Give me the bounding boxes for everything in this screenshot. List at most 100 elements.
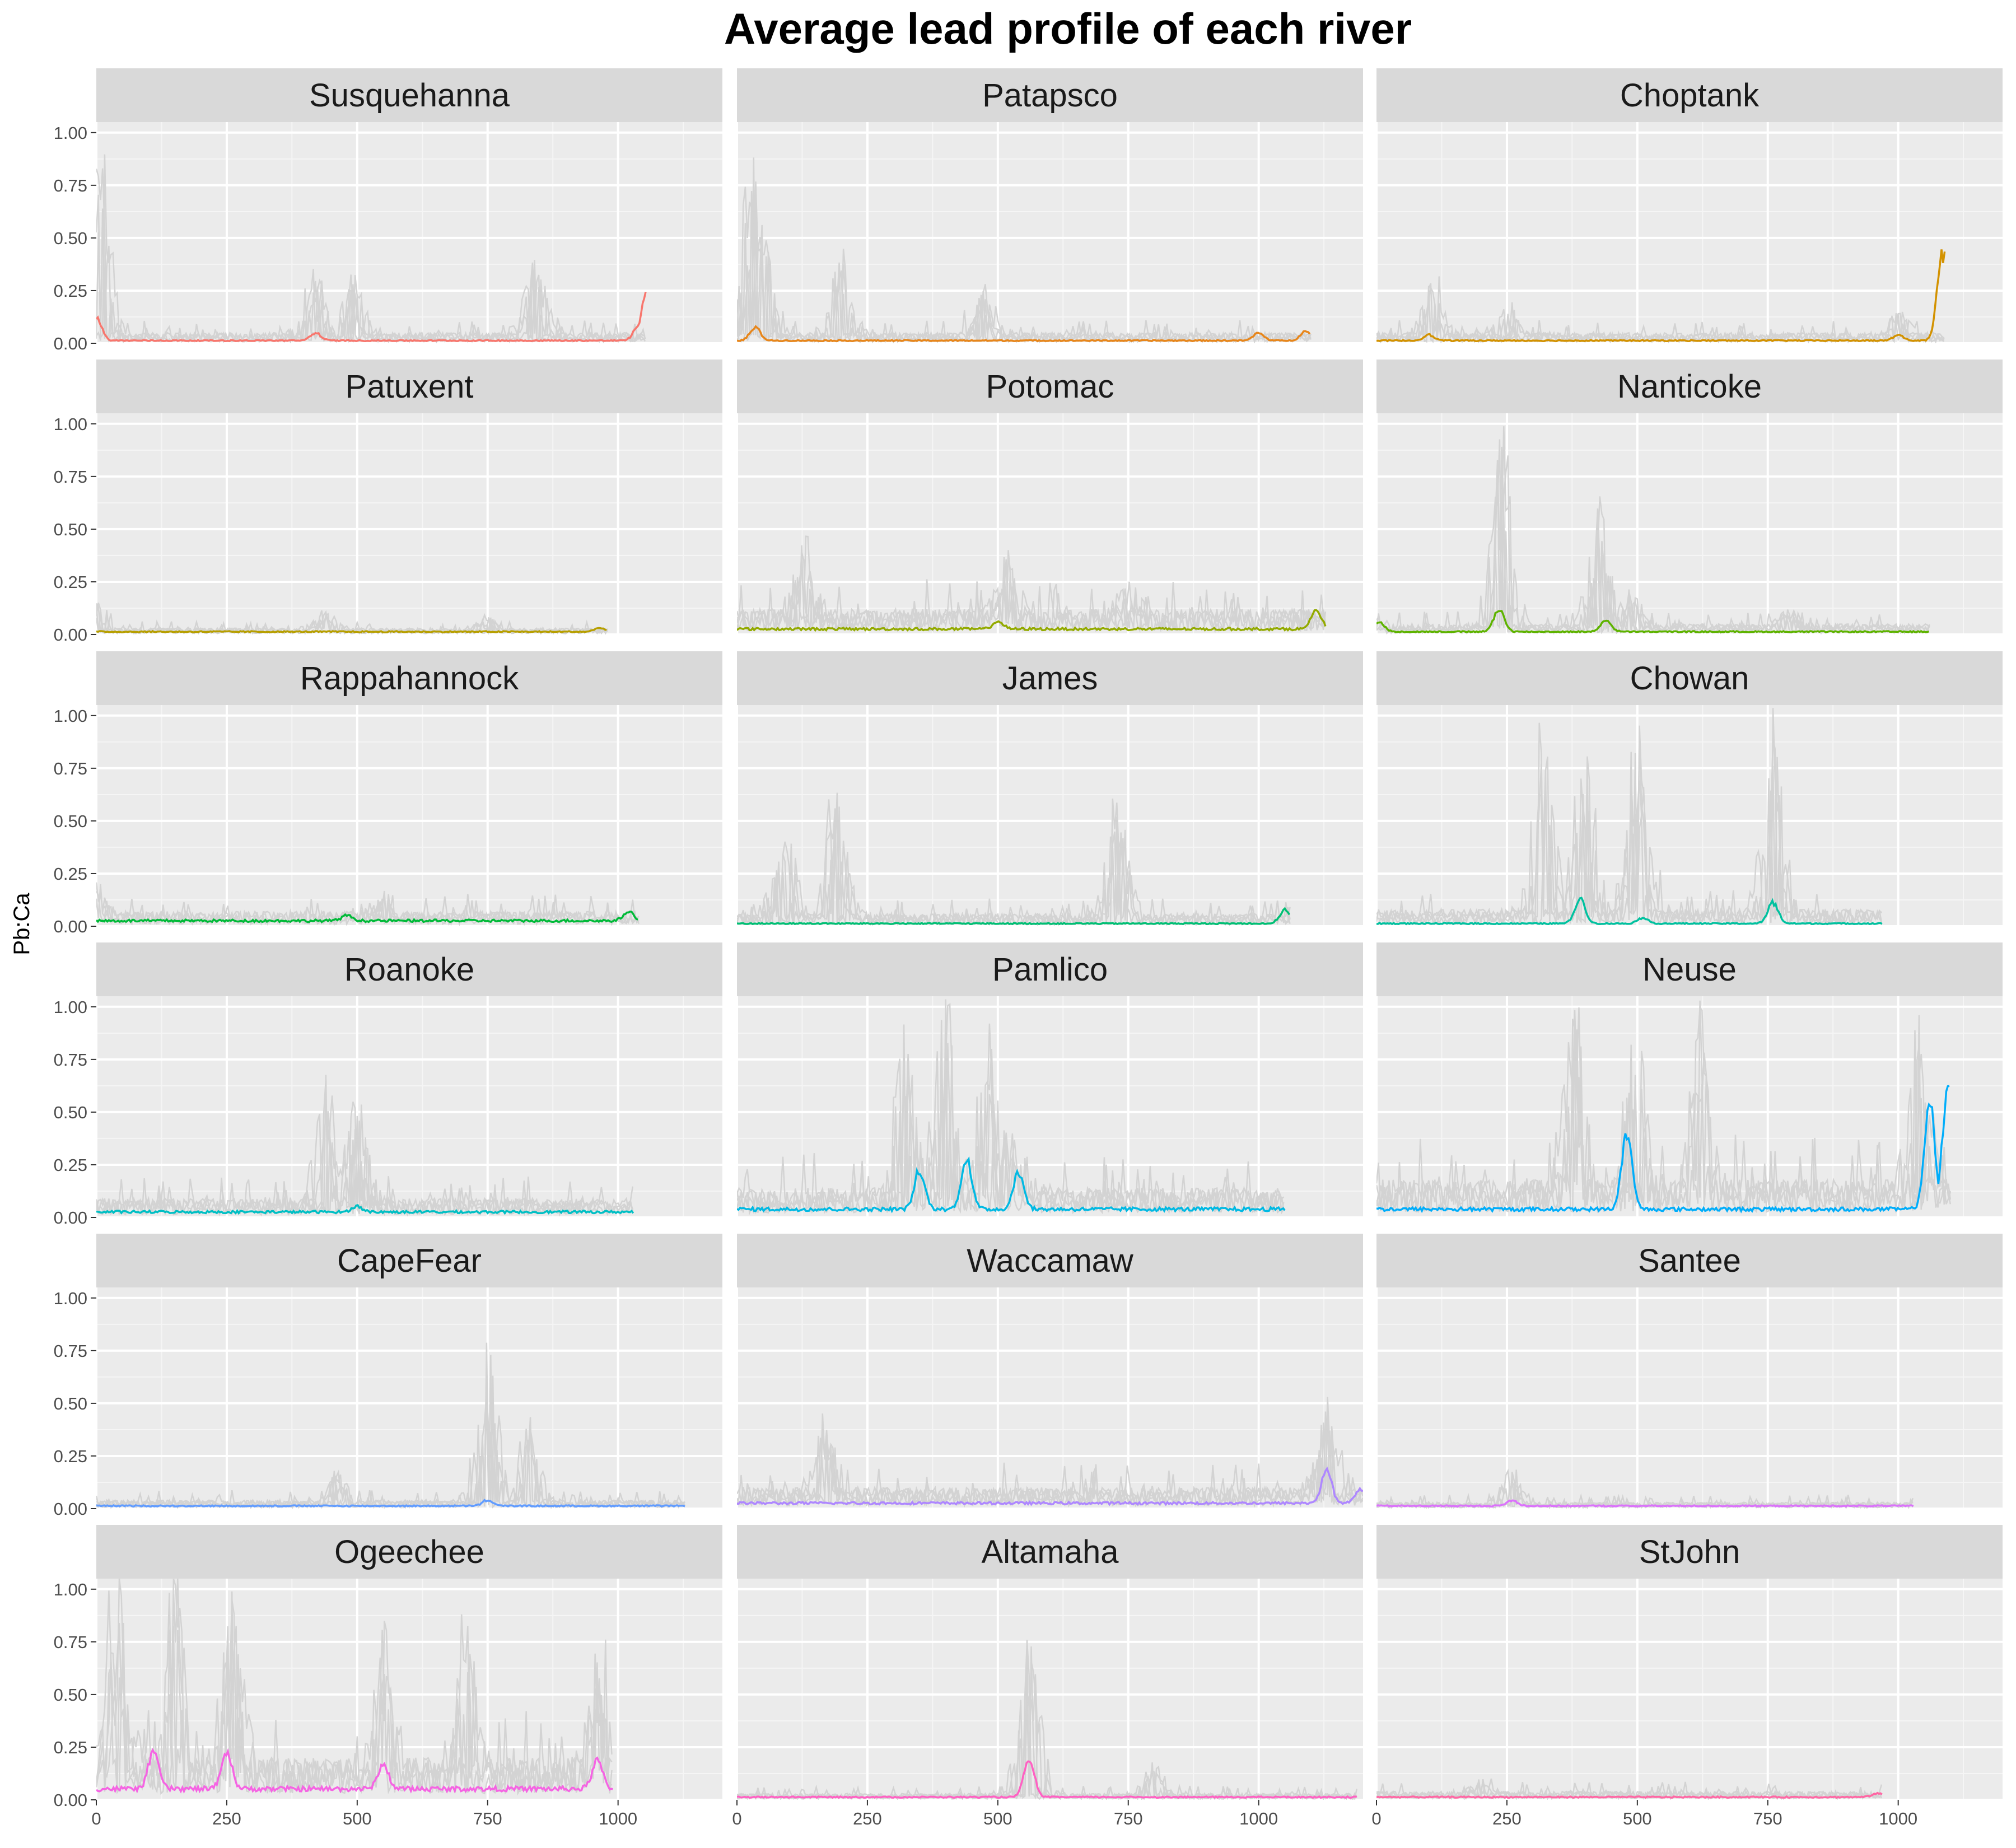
y-axis-title: Pb:Ca — [10, 893, 34, 955]
facet-panel-pamlico: Pamlico — [736, 942, 1363, 1219]
facet-panels: Susquehanna 0.00 0.25 0.50 0.75 1.00 Patapsco C… — [54, 68, 2003, 1828]
individual-profile-line — [737, 806, 1291, 926]
x-tick-label: 0 — [1371, 1809, 1381, 1828]
individual-profile-line — [737, 556, 1327, 634]
facet-strip — [737, 1234, 1363, 1287]
y-tick-label: 1.00 — [54, 1289, 87, 1308]
facet-panel-nanticoke: Nanticoke — [1375, 360, 2003, 636]
facet-strip-label: Patuxent — [346, 368, 474, 405]
y-tick-label: 0.75 — [54, 1632, 87, 1652]
panel-background — [96, 122, 722, 343]
y-tick-label: 0.50 — [54, 520, 87, 539]
x-tick-label: 250 — [853, 1809, 882, 1828]
panel-background — [1376, 122, 2003, 343]
facet-strip-label: Potomac — [986, 368, 1114, 405]
facet-strip — [1376, 1525, 2003, 1579]
y-tick-label: 0.25 — [54, 864, 87, 884]
facet-strip — [96, 360, 722, 413]
y-tick-label: 0.75 — [54, 467, 87, 487]
facet-strip — [1376, 68, 2003, 122]
individual-profile-line — [96, 1579, 613, 1795]
facet-panel-altamaha: Altamaha 0 250 500 750 1000 — [732, 1525, 1363, 1828]
x-tick-label: 0 — [732, 1809, 741, 1828]
average-profile-line — [737, 1466, 1363, 1506]
average-profile-line — [96, 1499, 685, 1508]
facet-panel-ogeechee: Ogeechee 0.00 0.25 0.50 0.75 1.00 0 250 500 750 10… — [54, 1525, 722, 1828]
facet-strip — [96, 942, 722, 996]
panel-background — [1376, 1579, 2003, 1800]
average-profile-line — [737, 325, 1311, 343]
facet-strip-label: Choptank — [1620, 77, 1760, 114]
facet-panel-choptank: Choptank — [1375, 68, 2003, 344]
x-tick-label: 1000 — [1879, 1809, 1917, 1828]
facet-panel-roanoke: Roanoke 0.00 0.25 0.50 0.75 1.00 — [54, 942, 722, 1228]
facet-panel-susquehanna: Susquehanna 0.00 0.25 0.50 0.75 1.00 — [54, 68, 722, 353]
facet-strip — [737, 68, 1363, 122]
facet-strip-label: Rappahannock — [300, 660, 519, 697]
facet-strip-label: Roanoke — [344, 951, 474, 988]
y-tick-label: 0.50 — [54, 228, 87, 248]
facet-panel-stjohn: StJohn 0 250 500 750 1000 — [1371, 1525, 2003, 1828]
facet-strip-label: Nanticoke — [1617, 368, 1762, 405]
facet-strip-label: StJohn — [1639, 1534, 1740, 1570]
facet-panel-potomac: Potomac — [736, 360, 1363, 636]
panel-background — [1376, 705, 2003, 926]
panel-background — [1376, 413, 2003, 634]
individual-profile-line — [96, 1579, 613, 1796]
y-tick-label: 1.00 — [54, 1580, 87, 1599]
y-tick-label: 0.50 — [54, 1103, 87, 1122]
facet-strip-label: James — [1002, 660, 1098, 697]
average-profile-line — [1376, 1791, 1883, 1799]
y-tick-label: 0.50 — [54, 1394, 87, 1413]
panel-background — [96, 413, 722, 634]
x-tick-label: 1000 — [599, 1809, 637, 1828]
facet-strip-label: Altamaha — [981, 1534, 1119, 1570]
individual-profile-line — [1376, 1010, 1952, 1214]
y-tick-label: 1.00 — [54, 414, 87, 434]
y-tick-label: 0.50 — [54, 1685, 87, 1705]
panel-background — [1376, 1287, 2003, 1509]
average-profile-line — [1376, 897, 1883, 926]
individual-profile-line — [737, 186, 1312, 343]
facet-strip — [737, 360, 1363, 413]
x-tick-label: 1000 — [1239, 1809, 1278, 1828]
facet-strip-label: Waccamaw — [967, 1243, 1134, 1279]
y-tick-label: 0.25 — [54, 572, 87, 592]
average-profile-line — [96, 291, 647, 343]
facet-panel-santee: Santee — [1375, 1234, 2003, 1510]
facet-strip — [1376, 651, 2003, 705]
facet-panel-neuse: Neuse — [1375, 942, 2003, 1219]
individual-profile-line — [96, 154, 646, 343]
average-profile-line — [1376, 610, 1930, 634]
y-tick-label: 0.50 — [54, 811, 87, 831]
facet-strip-label: CapeFear — [337, 1243, 482, 1279]
average-profile-line — [1376, 1085, 1950, 1214]
y-tick-label: 0.25 — [54, 1155, 87, 1175]
facet-strip-label: Patapsco — [982, 77, 1118, 114]
panel-background — [737, 122, 1363, 343]
average-profile-line — [96, 627, 607, 634]
individual-profile-line — [96, 1623, 613, 1794]
facet-strip — [1376, 942, 2003, 996]
y-tick-label: 0.75 — [54, 759, 87, 778]
facet-panel-rappahannock: Rappahannock 0.00 0.25 0.50 0.75 1.00 — [54, 651, 722, 936]
individual-profile-line — [737, 1020, 1285, 1215]
facet-strip-label: Santee — [1638, 1243, 1741, 1279]
y-tick-label: 0.25 — [54, 1446, 87, 1466]
average-profile-line — [96, 910, 638, 924]
y-tick-label: 0.00 — [54, 917, 87, 936]
facet-strip — [96, 651, 722, 705]
facet-strip — [737, 942, 1363, 996]
facet-strip — [96, 68, 722, 122]
individual-profile-line — [737, 1411, 1363, 1508]
y-tick-label: 1.00 — [54, 123, 87, 143]
individual-profile-line — [737, 792, 1291, 926]
facet-panel-patapsco: Patapsco — [736, 68, 1363, 344]
average-profile-line — [96, 1748, 613, 1794]
chart-title: Average lead profile of each river — [724, 4, 1412, 53]
panel-background — [737, 1579, 1363, 1800]
facet-panel-waccamaw: Waccamaw — [736, 1234, 1363, 1510]
y-tick-label: 0.00 — [54, 1790, 87, 1810]
facet-strip — [96, 1525, 722, 1579]
facet-panel-patuxent: Patuxent 0.00 0.25 0.50 0.75 1.00 — [54, 360, 722, 645]
